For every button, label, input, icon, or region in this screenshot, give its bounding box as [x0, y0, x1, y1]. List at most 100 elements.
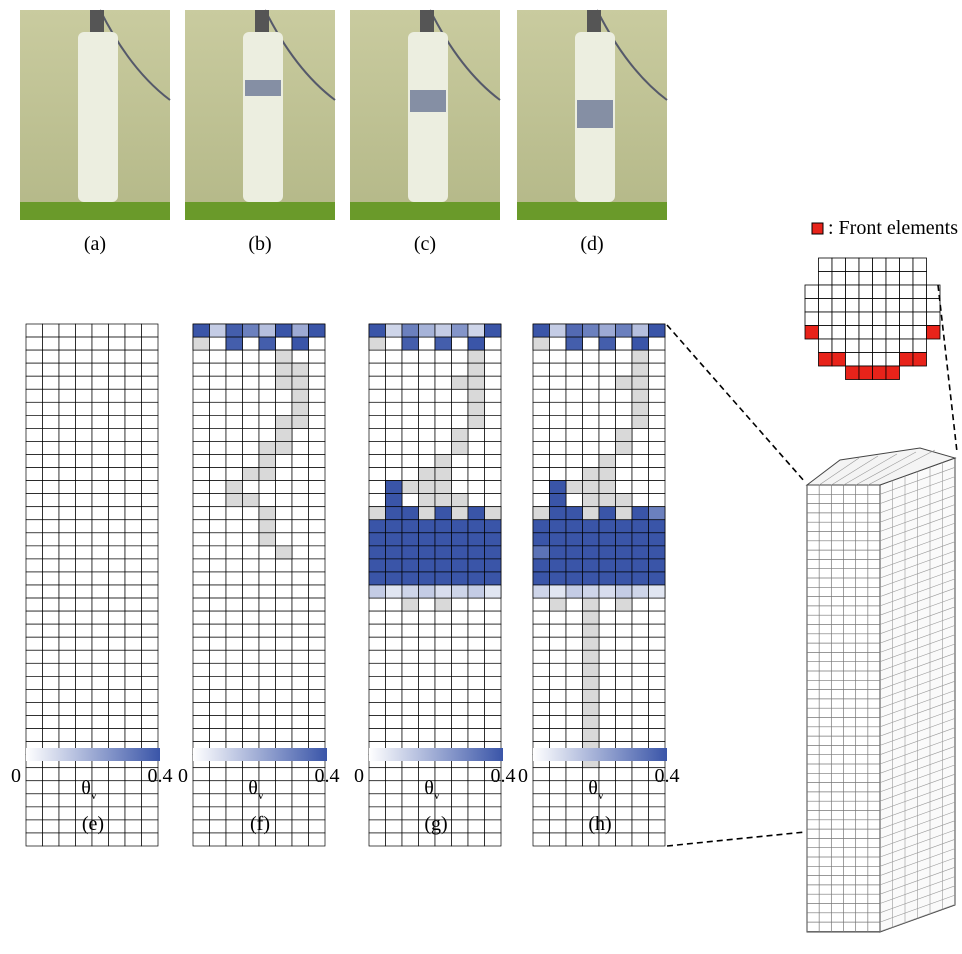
- grid-cell: [308, 623, 326, 638]
- grid-cell: [209, 441, 227, 455]
- grid-cell: [385, 415, 403, 429]
- grid-cell: [141, 388, 159, 403]
- section-cell: [845, 311, 860, 326]
- grid-cell: [42, 375, 60, 390]
- section-cell: [804, 311, 819, 326]
- grid-cell: [242, 597, 260, 612]
- section-cell: [858, 311, 873, 326]
- grid-cell: [25, 793, 43, 808]
- grid-cell: [631, 493, 649, 508]
- theta-cell: [532, 323, 550, 338]
- grid-cell: [532, 428, 550, 442]
- theta-cell: [451, 532, 469, 547]
- grid-cell: [25, 323, 43, 338]
- grid-cell: [141, 323, 159, 338]
- grid-cell: [42, 467, 60, 481]
- grid: [192, 323, 326, 847]
- colorbar-title: θv: [588, 777, 604, 802]
- grid-cell: [451, 806, 469, 821]
- grid-cell: [308, 480, 326, 495]
- grid-cell: [225, 728, 243, 742]
- grid-cell: [308, 728, 326, 742]
- grid-cell: [368, 649, 386, 664]
- gray-cell: [582, 493, 600, 508]
- grid-cell: [108, 532, 126, 547]
- grid-cell: [58, 545, 76, 560]
- grid-cell: [615, 662, 633, 677]
- grid-cell: [225, 715, 243, 729]
- grid-cell: [42, 649, 60, 664]
- grid-cell: [25, 636, 43, 651]
- grid-cell: [124, 689, 142, 703]
- theta-cell: [598, 571, 616, 586]
- gray-cell: [434, 454, 452, 468]
- grid-cell: [385, 767, 403, 782]
- grid-cell: [615, 349, 633, 364]
- grid-cell: [91, 636, 109, 651]
- grid-cell: [58, 558, 76, 573]
- grid-cell: [582, 415, 600, 429]
- grid-cell: [258, 584, 276, 599]
- gray-cell: [275, 415, 293, 429]
- grid-cell: [368, 793, 386, 808]
- grid-cell: [58, 689, 76, 703]
- grid-cell: [91, 675, 109, 690]
- grid-cell: [308, 467, 326, 481]
- column-line: [867, 449, 936, 486]
- theta-cell: [532, 558, 550, 573]
- theta-cell: [631, 323, 649, 338]
- grid-cell: [275, 689, 293, 703]
- section-cell: [858, 298, 873, 313]
- grid-cell: [124, 467, 142, 481]
- grid-cell: [42, 767, 60, 782]
- grid-cell: [209, 532, 227, 547]
- grid-cell: [258, 702, 276, 716]
- section-cell: [831, 298, 846, 313]
- grid-cell: [58, 623, 76, 638]
- colorbar-max-label: 0.4: [148, 765, 173, 787]
- grid-cell: [192, 662, 210, 677]
- grid-cell: [58, 767, 76, 782]
- grid-cell: [108, 728, 126, 742]
- grid-cell: [91, 467, 109, 481]
- grid-cell: [242, 480, 260, 495]
- grid-cell: [124, 793, 142, 808]
- section-cell: [845, 352, 860, 367]
- theta-cell: [385, 545, 403, 560]
- gray-cell: [582, 480, 600, 495]
- grid-cell: [242, 728, 260, 742]
- grid-cell: [467, 441, 485, 455]
- gray-cell: [615, 597, 633, 612]
- section-cell: [831, 311, 846, 326]
- grid-cell: [275, 793, 293, 808]
- grid-cell: [58, 532, 76, 547]
- grid-cell: [258, 388, 276, 403]
- gray-cell: [615, 441, 633, 455]
- grid-cell: [615, 388, 633, 403]
- grid-cell: [124, 558, 142, 573]
- theta-cell: [484, 323, 502, 338]
- grid-cell: [467, 636, 485, 651]
- grid-cell: [225, 636, 243, 651]
- grid-cell: [368, 493, 386, 508]
- grid-cell: [549, 349, 567, 364]
- section-cell: [858, 284, 873, 299]
- grid-cell: [467, 480, 485, 495]
- grid-cell: [25, 480, 43, 495]
- theta-cell: [598, 532, 616, 547]
- grid-cell: [484, 597, 502, 612]
- grid-cell: [225, 806, 243, 821]
- grid-cell: [648, 610, 666, 625]
- theta-cell: [401, 558, 419, 573]
- section-cell: [899, 271, 914, 286]
- grid-cell: [58, 441, 76, 455]
- theta-cell: [368, 532, 386, 547]
- grid-cell: [631, 441, 649, 455]
- grid-cell: [484, 415, 502, 429]
- gray-cell: [291, 362, 309, 377]
- connector: [937, 284, 958, 453]
- grid-cell: [192, 545, 210, 560]
- grid-cell: [549, 388, 567, 403]
- grid-cell: [401, 819, 419, 834]
